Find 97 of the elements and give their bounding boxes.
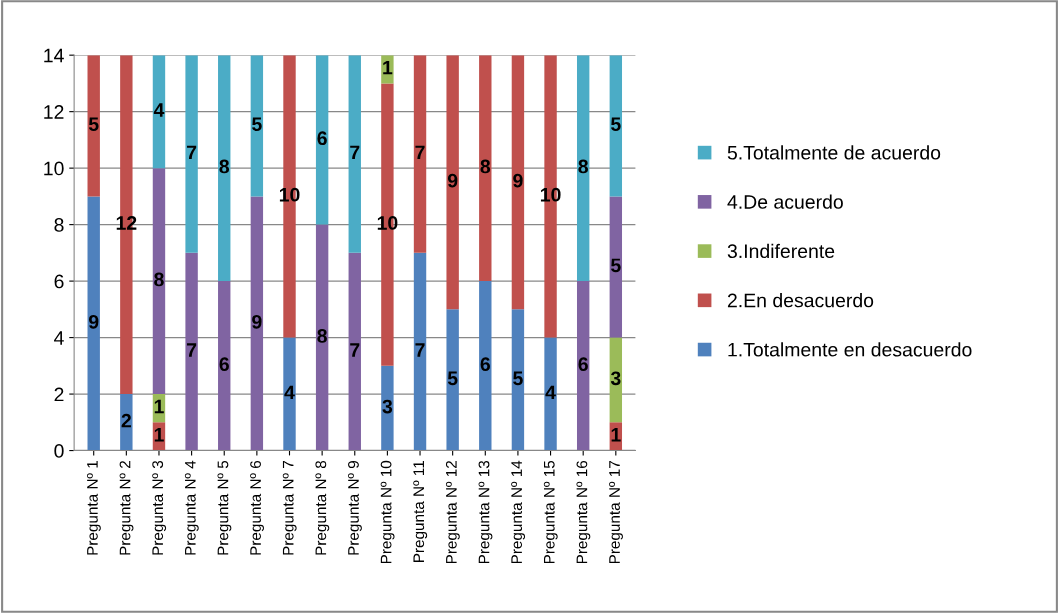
x-tick-label: Pregunta Nº 1 bbox=[86, 461, 101, 555]
y-tick-label: 0 bbox=[54, 444, 64, 458]
data-label: 2 bbox=[121, 413, 131, 428]
data-label: 8 bbox=[317, 329, 327, 343]
bar bbox=[511, 309, 525, 451]
data-label: 4 bbox=[153, 103, 165, 117]
data-label: 3 bbox=[610, 371, 621, 386]
x-tick-label: Pregunta Nº 9 bbox=[348, 461, 362, 555]
y-tick-label: 6 bbox=[54, 274, 64, 289]
bar bbox=[348, 55, 361, 253]
data-label: 1 bbox=[611, 428, 621, 442]
bar bbox=[250, 55, 264, 197]
x-tick-label: Pregunta Nº 13 bbox=[478, 460, 493, 564]
x-tick-label: Pregunta Nº 4 bbox=[184, 460, 199, 555]
x-tick-label: Pregunta Nº 6 bbox=[250, 460, 264, 555]
data-label: 7 bbox=[187, 145, 197, 160]
data-label: 6 bbox=[578, 357, 588, 372]
data-label: 3 bbox=[382, 399, 393, 414]
data-label: 5 bbox=[611, 117, 621, 131]
data-label: 5 bbox=[88, 117, 99, 131]
bar bbox=[576, 55, 590, 282]
x-tick-label: Pregunta Nº 3 bbox=[152, 460, 167, 555]
data-label: 7 bbox=[350, 343, 360, 357]
bar bbox=[315, 224, 329, 451]
bar bbox=[218, 281, 231, 451]
data-label: 1 bbox=[154, 399, 164, 414]
bar bbox=[446, 55, 459, 310]
legend-label: 5.Totalmente de acuerdo bbox=[727, 145, 941, 160]
data-label: 6 bbox=[219, 357, 229, 372]
bar bbox=[348, 252, 361, 451]
bar bbox=[250, 196, 264, 451]
data-label: 7 bbox=[415, 343, 425, 357]
bar bbox=[609, 55, 623, 197]
bar bbox=[218, 55, 231, 282]
bar bbox=[479, 55, 492, 282]
data-label: 4 bbox=[284, 385, 295, 400]
bar bbox=[544, 337, 557, 451]
data-label: 6 bbox=[480, 357, 490, 372]
y-tick-label: 2 bbox=[54, 387, 64, 402]
x-tick-label: Pregunta Nº 10 bbox=[380, 460, 395, 564]
data-label: 9 bbox=[447, 173, 458, 188]
x-tick-label: Pregunta Nº 16 bbox=[576, 460, 591, 564]
y-tick-label: 10 bbox=[44, 161, 64, 176]
data-label: 5 bbox=[252, 117, 262, 131]
bar bbox=[283, 337, 296, 451]
bar bbox=[315, 55, 329, 225]
x-tick-label: Pregunta Nº 5 bbox=[217, 460, 232, 555]
bar bbox=[413, 55, 427, 253]
data-label: 7 bbox=[415, 145, 425, 160]
y-tick-label: 4 bbox=[54, 331, 64, 345]
x-tick-label: Pregunta Nº 14 bbox=[511, 460, 526, 564]
bar bbox=[185, 55, 198, 253]
data-label: 4 bbox=[545, 385, 556, 400]
data-label: 8 bbox=[219, 159, 230, 174]
bar bbox=[152, 168, 166, 395]
bar bbox=[152, 55, 166, 169]
data-label: 5 bbox=[513, 371, 523, 386]
data-label: 12 bbox=[116, 216, 137, 230]
bar bbox=[479, 281, 492, 451]
legend-label: 1.Totalmente en desacuerdo bbox=[728, 342, 972, 357]
bar bbox=[87, 196, 100, 451]
data-label: 7 bbox=[350, 145, 360, 160]
data-label: 5 bbox=[611, 258, 621, 273]
legend-label: 4.De acuerdo bbox=[727, 194, 843, 209]
legend-label: 2.En desacuerdo bbox=[727, 293, 874, 308]
bar bbox=[120, 394, 133, 451]
bar bbox=[576, 281, 590, 451]
data-label: 8 bbox=[578, 159, 588, 174]
y-tick-label: 12 bbox=[44, 105, 64, 119]
bar bbox=[446, 309, 459, 451]
data-label: 5 bbox=[447, 371, 458, 386]
x-tick-label: Pregunta Nº 7 bbox=[282, 461, 297, 555]
bar bbox=[413, 252, 427, 451]
data-label: 8 bbox=[154, 272, 164, 287]
bar bbox=[609, 196, 623, 338]
x-tick-label: Pregunta Nº 11 bbox=[413, 461, 428, 562]
bar bbox=[87, 55, 100, 197]
data-label: 9 bbox=[88, 314, 99, 329]
x-tick-label: Pregunta Nº 17 bbox=[609, 461, 623, 564]
x-tick-label: Pregunta Nº 8 bbox=[315, 460, 330, 555]
data-label: 10 bbox=[377, 216, 398, 230]
data-label: 6 bbox=[317, 131, 327, 146]
bar bbox=[185, 252, 198, 451]
y-tick-label: 8 bbox=[54, 218, 64, 232]
data-label: 7 bbox=[187, 343, 197, 357]
x-tick-label: Pregunta Nº 12 bbox=[445, 461, 460, 564]
data-label: 9 bbox=[513, 173, 523, 188]
legend-label: 3.Indiferente bbox=[727, 243, 835, 259]
data-label: 1 bbox=[154, 428, 164, 442]
data-label: 8 bbox=[480, 159, 491, 174]
data-label: 9 bbox=[252, 314, 262, 329]
bar bbox=[511, 55, 525, 310]
bar bbox=[381, 365, 394, 451]
y-tick-label: 14 bbox=[44, 48, 64, 63]
x-tick-label: Pregunta Nº 15 bbox=[543, 460, 558, 564]
data-label: 1 bbox=[383, 60, 393, 75]
x-tick-label: Pregunta Nº 2 bbox=[119, 461, 134, 555]
